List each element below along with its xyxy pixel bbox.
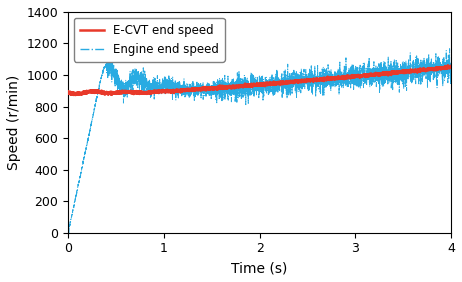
Legend: E-CVT end speed, Engine end speed: E-CVT end speed, Engine end speed	[74, 18, 225, 61]
X-axis label: Time (s): Time (s)	[231, 261, 288, 275]
Y-axis label: Speed (r/min): Speed (r/min)	[7, 75, 21, 170]
